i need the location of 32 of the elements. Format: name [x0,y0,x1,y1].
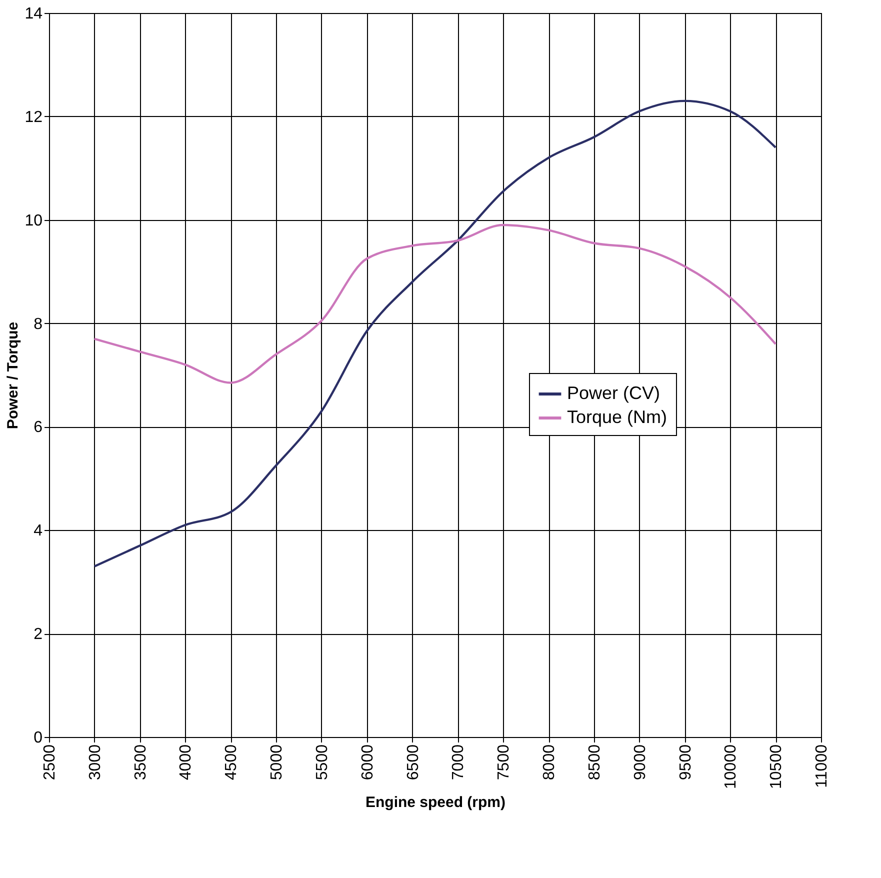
legend-label: Power (CV) [567,383,660,403]
y-tick-label: 4 [34,522,43,540]
y-tick-label: 12 [24,108,43,126]
y-tick-label: 6 [34,419,43,436]
x-tick-label: 8000 [541,744,558,780]
x-tick-label: 9000 [632,744,649,780]
x-tick-label: 11000 [814,744,830,788]
x-tick-label: 7000 [450,744,468,780]
y-tick-label: 8 [34,316,43,333]
y-tick-label: 2 [34,626,43,644]
x-tick-label: 6000 [359,744,376,780]
x-tick-label: 2500 [42,744,58,780]
y-tick-label: 14 [24,6,43,22]
x-tick-label: 5000 [268,744,286,780]
x-axis-title: Engine speed (rpm) [365,794,506,811]
x-tick-label: 8500 [586,744,604,780]
x-tick-label: 3500 [132,744,150,780]
x-tick-label: 6500 [404,744,422,780]
legend-label: Torque (Nm) [567,407,668,427]
x-tick-label: 7500 [496,744,513,780]
line-series [93,100,777,568]
y-axis-title: Power / Torque [4,322,22,430]
line-series [93,224,777,384]
y-tick-label: 10 [24,212,43,230]
y-tick-label: 0 [34,730,43,746]
x-tick-label: 3000 [86,744,104,780]
x-tick-label: 5500 [314,744,331,780]
x-tick-label: 10500 [768,744,786,789]
x-tick-label: 4000 [178,744,195,780]
x-tick-label: 10000 [722,744,740,789]
x-tick-label: 9500 [677,744,694,780]
x-tick-label: 4500 [223,744,240,780]
